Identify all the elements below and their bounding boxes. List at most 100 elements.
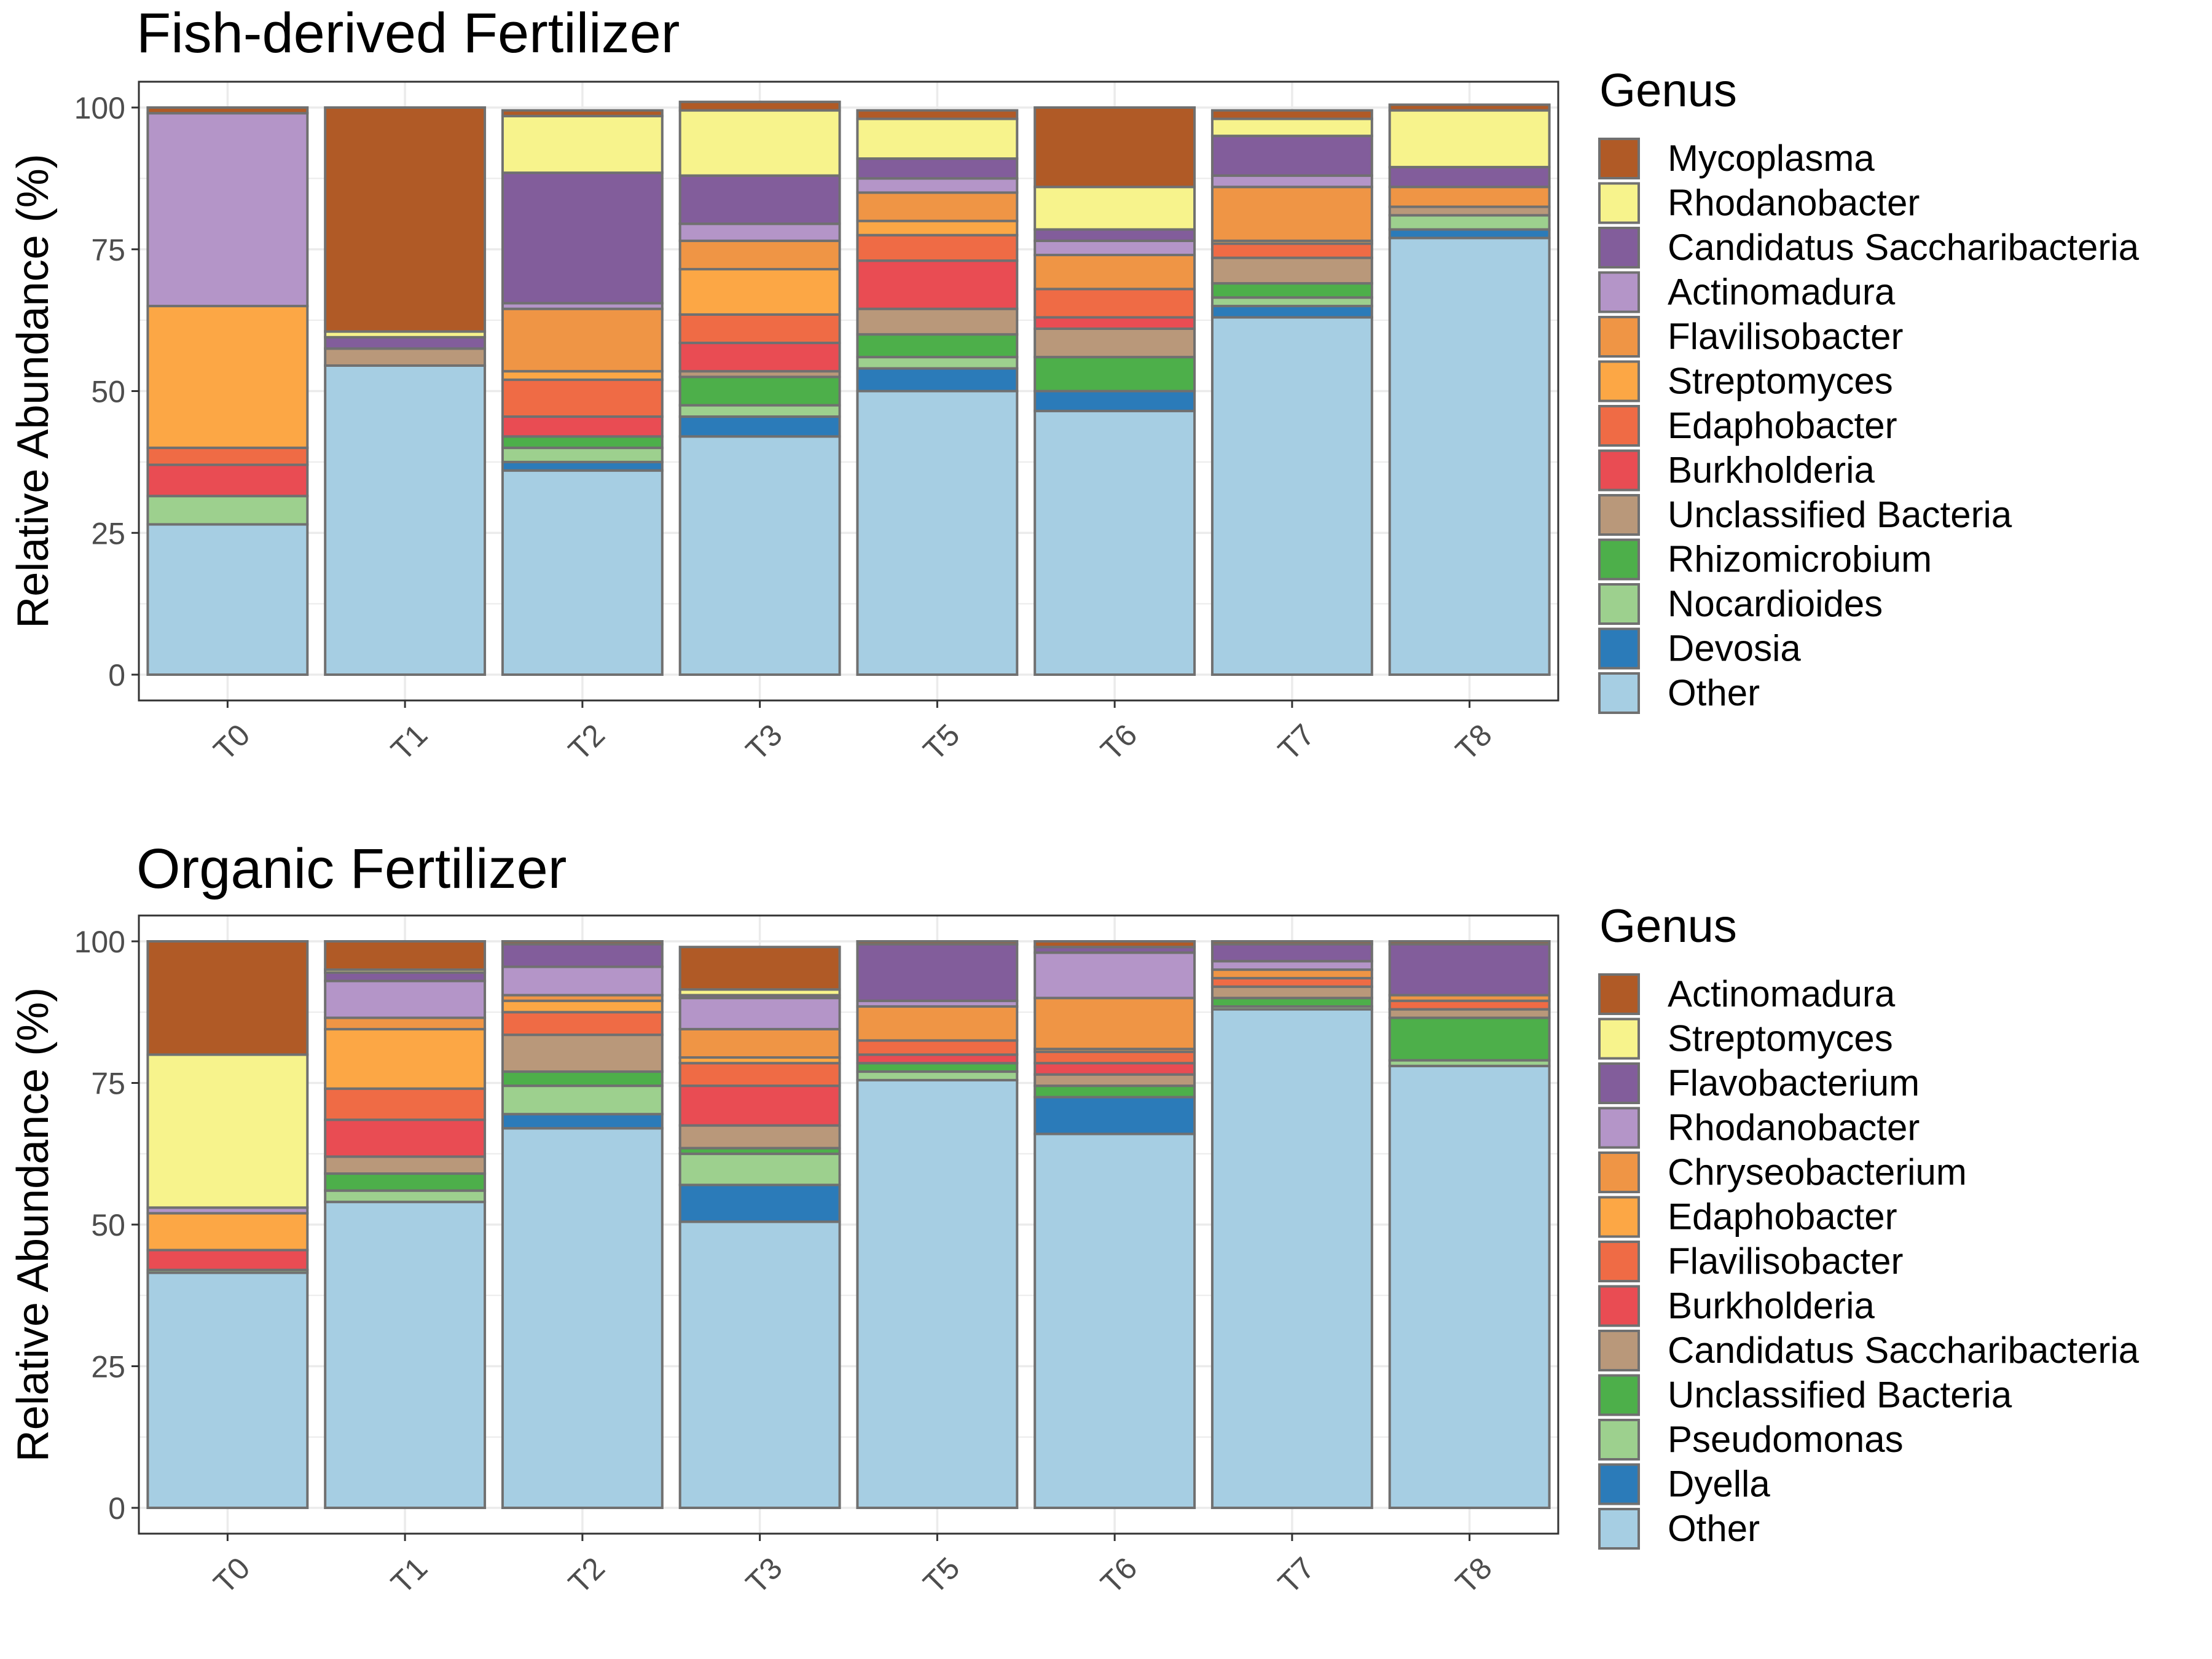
y-tick-label: 0: [108, 1491, 125, 1526]
bar-segment-t5-flavobacterium: [856, 943, 1019, 1002]
bar-segment-t6-candidatus-saccharibacteria: [1033, 1073, 1196, 1088]
legend-label-candidatus-saccharibacteria: Candidatus Saccharibacteria: [1668, 1330, 2139, 1371]
bar-segment-t6-actinomadura: [1033, 239, 1196, 256]
legend-swatch-candidatus-saccharibacteria: [1598, 1330, 1640, 1371]
bar-segment-t8-mycoplasma: [1388, 103, 1551, 112]
bar-segment-t7-rhizomicrobium: [1210, 282, 1373, 299]
bar-segment-t1-actinomadura: [324, 940, 487, 971]
bar-segment-t8-flavilisobacter: [1388, 999, 1551, 1011]
legend-label-candidatus-saccharibacteria: Candidatus Saccharibacteria: [1668, 227, 2139, 268]
bar-segment-t0-burkholderia: [146, 1249, 309, 1271]
bar-segment-t2-actinomadura: [501, 940, 664, 946]
legend-label-devosia: Devosia: [1668, 628, 1801, 669]
bar-segment-t0-streptomyces: [146, 1053, 309, 1209]
bar-segment-t2-rhodanobacter: [501, 114, 664, 175]
bar-segment-t5-chryseobacterium: [856, 1005, 1019, 1042]
bar-segment-t5-burkholderia: [856, 1053, 1019, 1065]
legend-label-chryseobacterium: Chryseobacterium: [1668, 1151, 1967, 1193]
y-tick-label: 75: [91, 1067, 125, 1101]
legend-swatch-rhizomicrobium: [1598, 538, 1640, 581]
bar-segment-t1-unclassified-bacteria: [324, 347, 487, 367]
legend-swatch-pseudomonas: [1598, 1419, 1640, 1461]
legend-label-streptomyces: Streptomyces: [1668, 1018, 1893, 1059]
bar-segment-t3-rhizomicrobium: [678, 375, 841, 407]
bars: [146, 940, 1551, 1510]
bar-segment-t6-flavilisobacter: [1033, 1050, 1196, 1065]
bar-segment-t8-actinomadura: [1388, 940, 1551, 946]
bar-segment-t1-other: [324, 1201, 487, 1509]
y-axis-label: Relative Abundance (%): [9, 987, 58, 1462]
bar-segment-t6-rhodanobacter: [1033, 186, 1196, 231]
bar-segment-t1-flavilisobacter: [324, 1087, 487, 1121]
bar-segment-t0-other: [146, 523, 309, 677]
bar-segment-t3-streptomyces: [678, 268, 841, 316]
bar-segment-t2-other: [501, 469, 664, 676]
bar-segment-t7-nocardioides: [1210, 296, 1373, 308]
y-tick-label: 50: [91, 1208, 125, 1242]
bar-segment-t8-flavilisobacter: [1388, 186, 1551, 208]
y-tick-label: 100: [74, 91, 125, 125]
y-tick-label: 25: [91, 516, 125, 551]
bar-segment-t8-rhodanobacter: [1388, 109, 1551, 168]
bar-segment-t8-other: [1388, 237, 1551, 677]
y-tick-label: 75: [91, 233, 125, 267]
legend-swatch-candidatus-saccharibacteria: [1598, 227, 1640, 269]
legend-swatch-flavilisobacter: [1598, 316, 1640, 358]
bar-segment-t2-other: [501, 1127, 664, 1509]
legend-swatch-unclassified-bacteria: [1598, 494, 1640, 536]
bar-segment-t2-flavobacterium: [501, 943, 664, 968]
bar-segment-t0-burkholderia: [146, 463, 309, 498]
bar-segment-t3-burkholderia: [678, 1084, 841, 1127]
legend-swatch-flavobacterium: [1598, 1062, 1640, 1104]
bar-segment-t8-flavobacterium: [1388, 943, 1551, 997]
legend-swatch-nocardioides: [1598, 583, 1640, 625]
bar-segment-t3-candidatus-saccharibacteria: [678, 1124, 841, 1150]
bar-segment-t3-nocardioides: [678, 404, 841, 418]
bar-segment-t5-other: [856, 1078, 1019, 1509]
legend-swatch-rhodanobacter: [1598, 1107, 1640, 1149]
bar-segment-t3-devosia: [678, 415, 841, 438]
legend-label-unclassified-bacteria: Unclassified Bacteria: [1668, 494, 2012, 535]
bar-segment-t5-other: [856, 390, 1019, 676]
bar-segment-t0-other: [146, 1271, 309, 1510]
bar-segment-t2-dyella: [501, 1113, 664, 1130]
bar-segment-t2-edaphobacter: [501, 378, 664, 418]
bar-segment-t7-flavilisobacter: [1210, 976, 1373, 988]
bar-segment-t0-actinomadura: [146, 112, 309, 308]
bar-segment-t2-candidatus-saccharibacteria: [501, 1033, 664, 1073]
bar-segment-t3-other: [678, 435, 841, 677]
y-axis: 0 25 50 75 100: [74, 925, 139, 1526]
bar-segment-t2-burkholderia: [501, 415, 664, 438]
bar-segment-t6-burkholderia: [1033, 1062, 1196, 1076]
bar-segment-t3-actinomadura: [678, 222, 841, 242]
bar-segment-t3-chryseobacterium: [678, 1027, 841, 1059]
legend-label-edaphobacter: Edaphobacter: [1668, 1196, 1897, 1237]
bar-segment-t0-actinomadura: [146, 940, 309, 1056]
bar-segment-t7-flavobacterium: [1210, 943, 1373, 963]
bar-segment-t7-other: [1210, 316, 1373, 676]
bar-segment-t6-rhodanobacter: [1033, 951, 1196, 1000]
bar-segment-t0-nocardioides: [146, 495, 309, 526]
legend-label-actinomadura: Actinomadura: [1668, 272, 1896, 313]
bar-segment-t2-nocardioides: [501, 446, 664, 463]
bar-segment-t3-candidatus-saccharibacteria: [678, 174, 841, 226]
fish-derived-fertilizer-panel: Fish-derived Fertilizer Relative Abundanc…: [9, 2, 2139, 767]
legend-swatch-other: [1598, 672, 1640, 714]
bar-segment-t0-streptomyces: [146, 305, 309, 449]
bar-segment-t7-rhodanobacter: [1210, 960, 1373, 971]
legend-title: Genus: [1599, 65, 1737, 117]
bar-segment-t3-actinomadura: [678, 946, 841, 991]
bar-segment-t5-nocardioides: [856, 356, 1019, 370]
bar-segment-t2-unclassified-bacteria: [501, 1070, 664, 1088]
bar-segment-t5-flavilisobacter: [856, 191, 1019, 222]
bar-segment-t1-candidatus-saccharibacteria: [324, 1155, 487, 1175]
legend-title: Genus: [1599, 900, 1737, 952]
y-tick-label: 100: [74, 925, 125, 959]
panel-title: Organic Fertilizer: [136, 837, 567, 900]
bar-segment-t6-candidatus-saccharibacteria: [1033, 228, 1196, 242]
bar-segment-t5-rhodanobacter: [856, 117, 1019, 160]
bar-segment-t1-candidatus-saccharibacteria: [324, 335, 487, 350]
bar-segment-t3-rhodanobacter: [678, 109, 841, 177]
legend-swatch-devosia: [1598, 627, 1640, 670]
